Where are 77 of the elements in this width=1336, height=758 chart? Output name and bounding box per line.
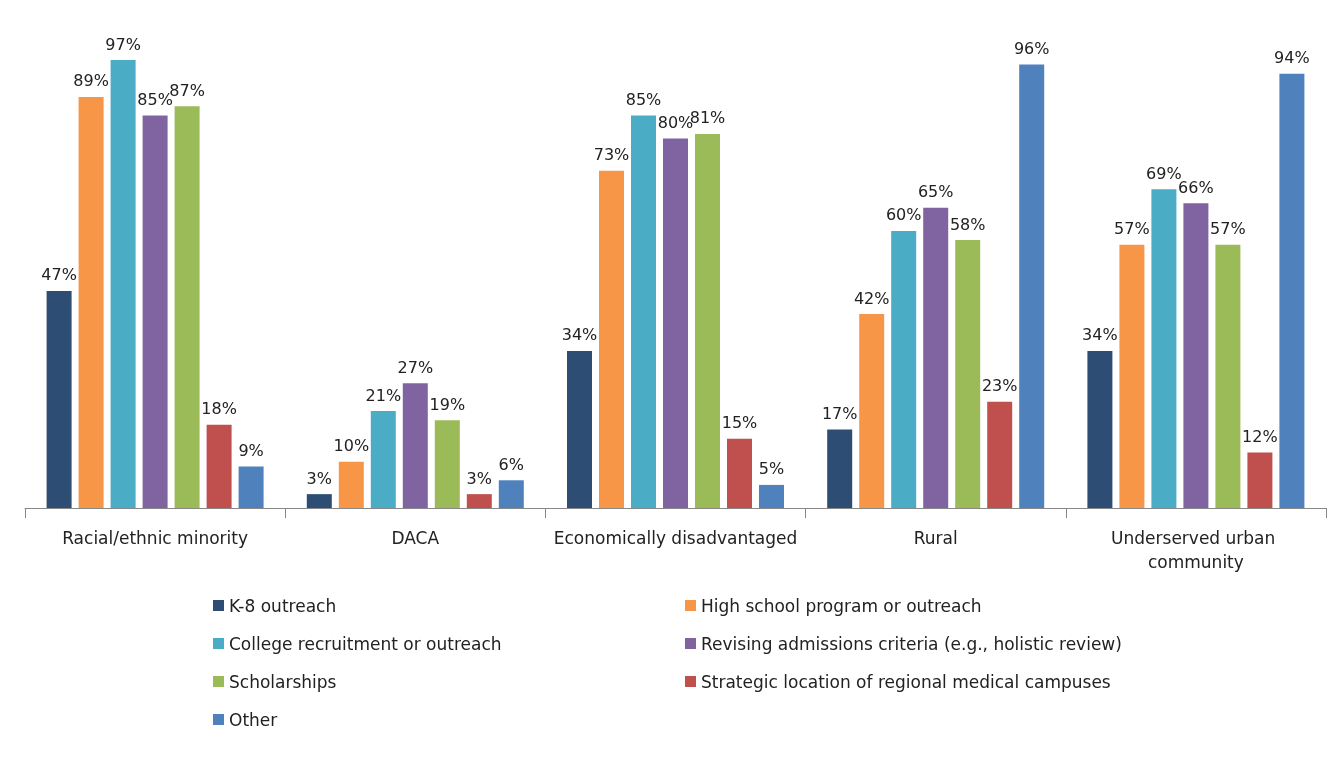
bar bbox=[238, 466, 264, 508]
bar bbox=[46, 290, 72, 508]
data-label: 57% bbox=[1114, 219, 1150, 239]
x-tick-label: Economically disadvantaged bbox=[553, 528, 798, 548]
bar bbox=[498, 480, 524, 508]
data-label: 65% bbox=[917, 182, 954, 202]
data-label: 42% bbox=[853, 288, 890, 308]
data-label: 5% bbox=[758, 459, 785, 479]
legend-label: Revising admissions criteria (e.g., holistic review) bbox=[701, 633, 1122, 654]
bar bbox=[631, 115, 656, 508]
bar bbox=[955, 240, 981, 508]
legend-label: Scholarships bbox=[229, 671, 337, 692]
data-label: 94% bbox=[1274, 48, 1310, 68]
data-label: 85% bbox=[625, 89, 662, 109]
legend-label: Strategic location of regional medical campuses bbox=[701, 671, 1111, 692]
data-label: 17% bbox=[821, 403, 858, 423]
bar bbox=[110, 60, 136, 508]
data-label: 9% bbox=[238, 440, 264, 460]
x-tick-label: DACA bbox=[391, 528, 440, 548]
bar bbox=[142, 115, 168, 508]
data-label: 18% bbox=[201, 399, 237, 419]
bar bbox=[1119, 244, 1145, 508]
data-label: 6% bbox=[498, 454, 524, 474]
bar bbox=[891, 230, 917, 508]
data-label: 27% bbox=[397, 357, 434, 377]
bar bbox=[338, 461, 364, 508]
bar bbox=[567, 350, 592, 508]
bar bbox=[923, 207, 949, 508]
data-label: 69% bbox=[1146, 163, 1182, 183]
bar bbox=[370, 411, 396, 508]
bar bbox=[1279, 73, 1305, 508]
legend-label: K-8 outreach bbox=[229, 595, 337, 616]
x-tick-label: Racial/ethnic minority bbox=[62, 528, 249, 548]
data-label: 15% bbox=[721, 413, 758, 433]
bar bbox=[1151, 189, 1177, 508]
bar bbox=[1087, 350, 1113, 508]
bar bbox=[174, 106, 200, 508]
bar bbox=[727, 438, 752, 508]
bar bbox=[402, 383, 428, 508]
bar bbox=[599, 170, 624, 508]
data-label: 47% bbox=[41, 265, 77, 285]
legend-label: Other bbox=[229, 709, 278, 730]
data-label: 58% bbox=[949, 214, 986, 234]
legend-label: High school program or outreach bbox=[701, 595, 982, 616]
bar bbox=[1183, 203, 1209, 508]
legend-label: College recruitment or outreach bbox=[229, 633, 502, 654]
data-label: 12% bbox=[1242, 427, 1278, 447]
data-label: 23% bbox=[981, 376, 1018, 396]
data-label: 34% bbox=[1082, 325, 1118, 345]
data-label: 57% bbox=[1210, 219, 1246, 239]
data-label: 3% bbox=[466, 468, 492, 488]
data-label: 3% bbox=[306, 468, 332, 488]
bar bbox=[987, 401, 1013, 508]
data-label: 21% bbox=[365, 385, 402, 405]
bar bbox=[78, 96, 104, 508]
bar bbox=[206, 424, 232, 508]
bar bbox=[695, 133, 720, 508]
bar bbox=[434, 420, 460, 508]
data-label: 89% bbox=[73, 71, 109, 91]
bar bbox=[1019, 64, 1045, 508]
data-label: 34% bbox=[561, 325, 598, 345]
data-label: 10% bbox=[333, 436, 370, 456]
data-label: 97% bbox=[105, 34, 141, 54]
data-label: 60% bbox=[885, 205, 922, 225]
bar bbox=[1215, 244, 1241, 508]
x-tick-label: Rural bbox=[913, 528, 958, 548]
bar bbox=[306, 494, 332, 508]
data-label: 73% bbox=[593, 145, 630, 165]
data-label: 19% bbox=[429, 394, 466, 414]
bar bbox=[759, 484, 784, 508]
x-tick-label: Underserved urban community bbox=[1111, 528, 1281, 572]
bar bbox=[827, 429, 853, 508]
bar bbox=[1247, 452, 1273, 508]
bar bbox=[663, 138, 688, 508]
bar bbox=[859, 314, 885, 508]
data-label: 96% bbox=[1013, 39, 1050, 59]
bar bbox=[466, 494, 492, 508]
